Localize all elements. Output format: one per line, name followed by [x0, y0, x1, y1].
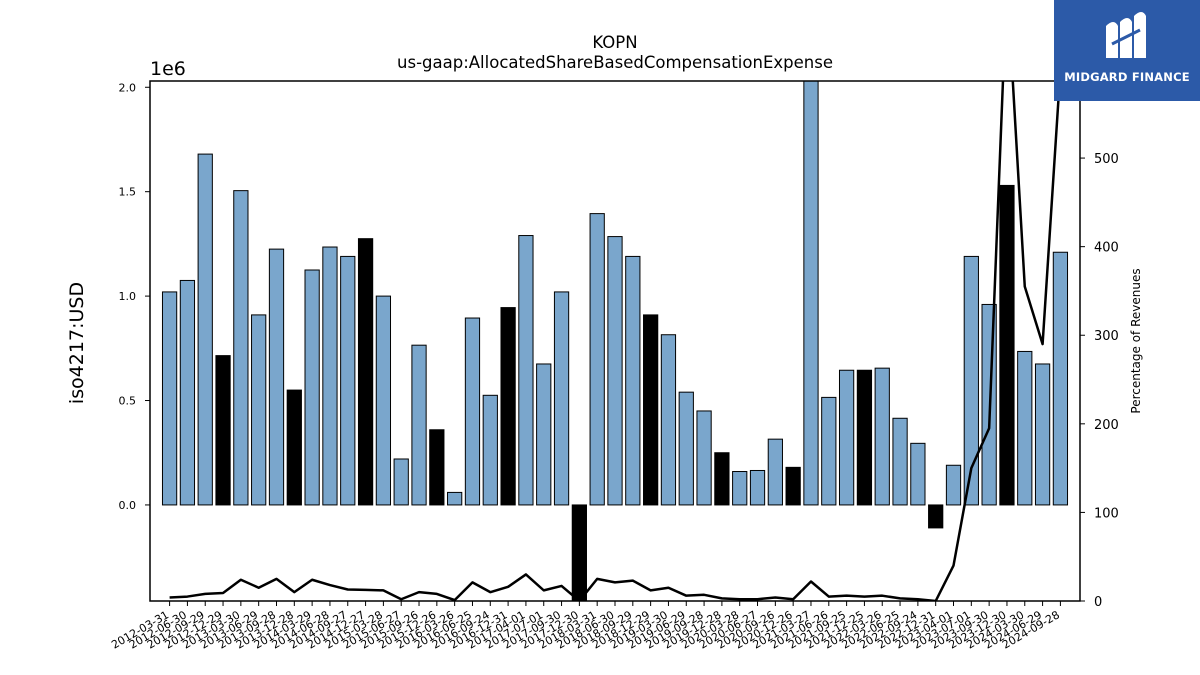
bar	[447, 491, 463, 506]
logo-text: MIDGARD FINANCE	[1064, 70, 1190, 84]
bar	[963, 255, 979, 506]
bar	[945, 464, 962, 506]
bar	[607, 236, 623, 506]
bar	[589, 213, 605, 506]
chart-subtitle: us-gaap:AllocatedShareBasedCompensationE…	[397, 53, 833, 72]
bar	[197, 153, 213, 506]
bar	[553, 291, 570, 506]
bar	[268, 248, 285, 506]
bar	[482, 394, 498, 506]
y-tick-label: 2.0	[119, 81, 137, 94]
bar	[357, 238, 374, 506]
bar	[500, 307, 516, 506]
bar	[767, 438, 783, 506]
bar	[161, 291, 178, 506]
line-layer	[169, 81, 1061, 601]
bar	[411, 344, 427, 506]
y2-tick-label: 200	[1094, 418, 1119, 433]
logo-mark-icon	[1106, 12, 1146, 58]
y2-tick-label: 0	[1094, 595, 1102, 610]
bar	[874, 367, 890, 506]
bar	[571, 504, 587, 601]
bar	[838, 369, 855, 506]
bar	[696, 410, 712, 506]
bar	[1017, 350, 1033, 506]
bar	[233, 190, 249, 506]
bar	[910, 442, 926, 506]
bar	[340, 255, 356, 506]
axes-layer: 0.00.51.01.52.001002003004005002012-03-3…	[109, 80, 1119, 652]
bars-layer	[161, 81, 1069, 601]
bar	[322, 246, 338, 506]
percentage-line	[169, 81, 1061, 601]
bar	[660, 334, 677, 506]
y-tick-label: 0.5	[119, 395, 137, 408]
y2-tick-label: 100	[1094, 506, 1119, 521]
y2-tick-label: 400	[1094, 241, 1119, 256]
bar	[856, 369, 873, 506]
bar	[286, 389, 302, 506]
y2-tick-label: 500	[1094, 152, 1119, 167]
y-axis-label: iso4217:USD	[66, 282, 88, 404]
bar	[518, 235, 534, 506]
bar	[1034, 363, 1051, 506]
bar	[1052, 251, 1069, 506]
bar	[179, 279, 196, 506]
bar	[803, 81, 819, 506]
midgard-finance-logo: MIDGARD FINANCE	[1054, 0, 1200, 101]
bar	[375, 295, 392, 506]
bar	[429, 429, 445, 506]
bar	[892, 417, 908, 506]
bar	[821, 396, 837, 506]
bar	[732, 471, 748, 506]
bar	[464, 317, 481, 506]
chart-title: KOPN	[592, 33, 637, 52]
bar	[928, 504, 944, 529]
bar	[643, 314, 659, 506]
bar	[999, 184, 1015, 506]
bar	[251, 314, 267, 506]
y-tick-label: 1.5	[119, 186, 137, 199]
bar	[625, 255, 641, 506]
bar	[215, 355, 231, 506]
bar	[749, 469, 766, 506]
bar	[714, 452, 730, 506]
y2-tick-label: 300	[1094, 329, 1119, 344]
bar	[304, 269, 320, 506]
y-tick-label: 0.0	[119, 499, 137, 512]
bar	[785, 466, 801, 506]
bar	[678, 391, 694, 506]
y-tick-label: 1.0	[119, 290, 137, 303]
y2-axis-label: Percentage of Revenues	[1129, 268, 1143, 413]
bar	[393, 458, 409, 506]
bar	[536, 363, 552, 506]
y-offset-label: 1e6	[150, 58, 186, 80]
